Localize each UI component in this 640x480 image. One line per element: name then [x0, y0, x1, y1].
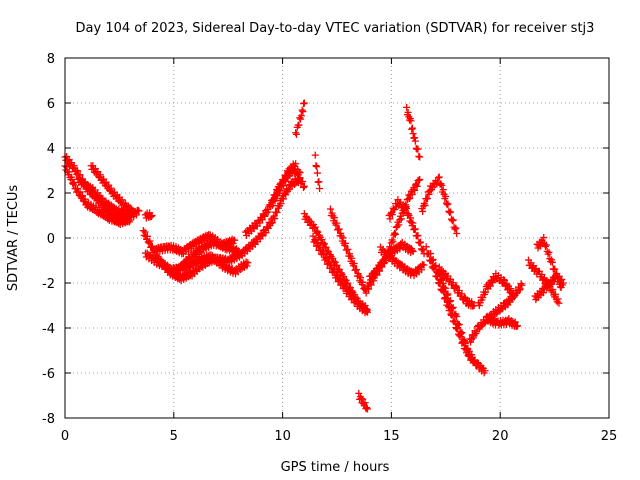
series-t29: [483, 312, 522, 330]
x-tick-label: 10: [274, 429, 291, 444]
series-t28: [474, 270, 517, 310]
y-tick-label: -4: [42, 322, 55, 337]
chart-title: Day 104 of 2023, Sidereal Day-to-day VTE…: [76, 21, 595, 36]
series-markers: [309, 232, 371, 317]
grid-lines: [65, 58, 609, 418]
y-tick-label: -6: [42, 367, 55, 382]
series-markers: [385, 196, 428, 258]
series-t17: [355, 389, 371, 413]
series-t3: [74, 175, 134, 220]
y-tick-label: 0: [47, 232, 55, 247]
series-markers: [435, 263, 478, 310]
series-t11: [268, 165, 304, 209]
series-t20: [377, 243, 428, 280]
series-markers: [403, 103, 424, 161]
series-markers: [292, 99, 308, 138]
series-markers: [311, 151, 324, 192]
y-tick-label: 4: [47, 142, 55, 157]
series-t21: [385, 196, 428, 258]
series-t16: [326, 205, 369, 294]
x-tick-label: 25: [601, 429, 618, 444]
series-t25: [427, 250, 478, 366]
y-tick-label: -2: [42, 277, 55, 292]
y-tick-labels: 8 6 4 2 0 -2 -4 -6 -8: [42, 52, 55, 427]
series-markers: [142, 209, 156, 222]
x-tick-label: 0: [61, 429, 69, 444]
series-markers: [87, 162, 136, 216]
series-markers: [268, 165, 304, 209]
series-markers: [326, 205, 369, 294]
y-axis-label: SDTVAR / TECUs: [6, 185, 21, 292]
series-t23: [418, 173, 461, 237]
series-markers: [74, 175, 134, 220]
series-t22: [403, 103, 424, 161]
y-tick-label: -8: [42, 412, 55, 427]
series-t32: [531, 270, 567, 304]
x-tick-labels: 0 5 10 15 20 25: [61, 429, 617, 444]
x-tick-label: 15: [383, 429, 400, 444]
series-t12: [292, 99, 308, 138]
series-t26: [435, 263, 478, 310]
series-markers: [170, 237, 243, 280]
series-t15: [309, 232, 371, 317]
x-axis-label: GPS time / hours: [281, 460, 390, 475]
series-markers: [355, 389, 371, 413]
y-tick-label: 6: [47, 97, 55, 112]
series-t13: [311, 151, 324, 192]
series-markers: [377, 243, 428, 280]
series-markers: [531, 270, 567, 304]
series-markers: [418, 173, 461, 237]
data-markers: [61, 99, 567, 413]
series-t4: [87, 162, 136, 216]
series-t9: [170, 237, 243, 280]
x-tick-label: 20: [492, 429, 509, 444]
x-tick-label: 5: [170, 429, 178, 444]
plot-frame: [64, 57, 610, 419]
series-markers: [483, 312, 522, 330]
series-markers: [474, 270, 517, 310]
y-tick-label: 2: [47, 187, 55, 202]
series-t5: [142, 209, 156, 222]
series-markers: [427, 250, 478, 366]
y-tick-label: 8: [47, 52, 55, 67]
